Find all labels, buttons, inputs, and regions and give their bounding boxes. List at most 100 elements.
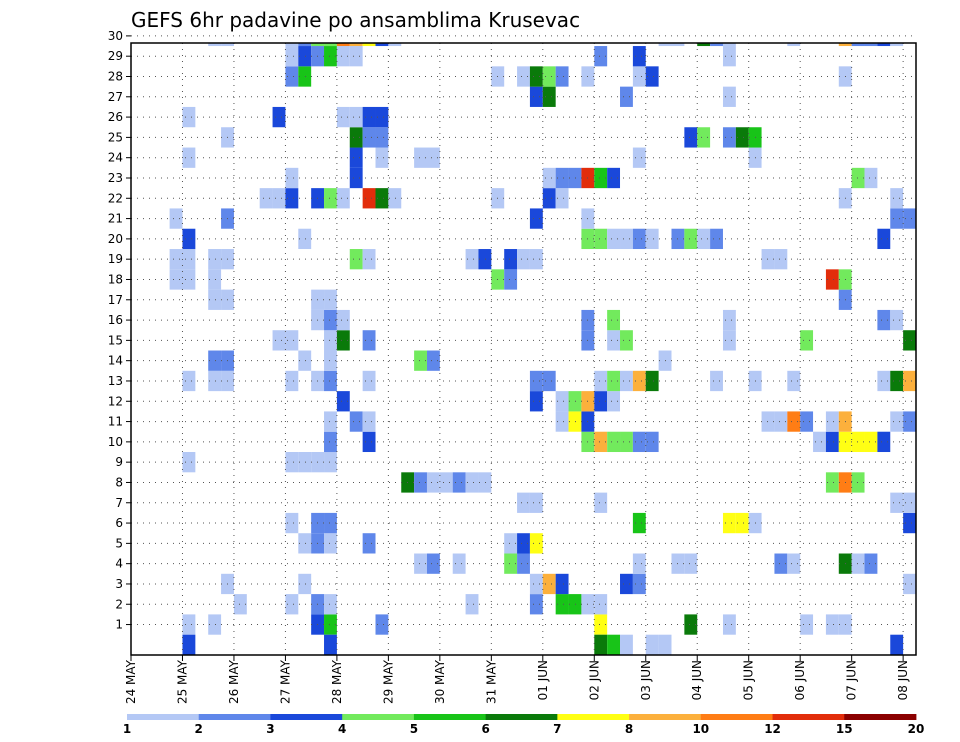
x-tick-label: 07 JUN bbox=[845, 660, 859, 700]
precip-cell bbox=[504, 553, 518, 574]
precip-cell bbox=[620, 431, 633, 453]
precip-cell bbox=[504, 269, 518, 290]
precip-cell bbox=[375, 188, 389, 209]
precip-cell bbox=[285, 188, 299, 209]
precip-cell bbox=[452, 553, 466, 574]
precip-cell bbox=[542, 188, 556, 209]
precip-cell bbox=[375, 614, 389, 635]
precip-cell bbox=[607, 391, 621, 412]
precip-cell bbox=[607, 309, 621, 331]
precip-cell bbox=[568, 391, 582, 412]
precip-cell bbox=[414, 350, 427, 371]
y-tick-label: 19 bbox=[108, 252, 123, 266]
precip-cell bbox=[787, 553, 801, 574]
precip-cell bbox=[722, 330, 736, 351]
precip-cell bbox=[594, 391, 608, 412]
precip-cell bbox=[324, 452, 337, 473]
y-tick-label: 12 bbox=[108, 394, 123, 408]
grid-lines bbox=[131, 35, 916, 655]
y-tick-label: 5 bbox=[115, 536, 123, 550]
precip-cell bbox=[336, 106, 350, 128]
legend-label: 20 bbox=[908, 722, 925, 736]
precip-cell bbox=[529, 370, 543, 392]
precip-cell bbox=[272, 106, 286, 128]
legend-label: 10 bbox=[692, 722, 709, 736]
precip-cell bbox=[632, 46, 646, 67]
x-tick-label: 04 JUN bbox=[690, 660, 704, 700]
precip-cell bbox=[890, 370, 904, 392]
y-tick-label: 20 bbox=[108, 232, 123, 246]
precip-cell bbox=[208, 269, 222, 290]
precip-cell bbox=[324, 43, 337, 47]
precip-cell bbox=[645, 66, 659, 87]
precip-cell bbox=[607, 431, 621, 453]
precip-cell bbox=[877, 228, 891, 250]
legend-swatch bbox=[198, 714, 271, 720]
precip-cell bbox=[877, 309, 891, 331]
y-tick-label: 6 bbox=[115, 516, 123, 530]
precip-cell bbox=[620, 228, 633, 250]
precip-cell bbox=[324, 634, 337, 655]
precip-cell bbox=[542, 66, 556, 87]
precip-cell bbox=[877, 43, 891, 47]
heatmap-cells bbox=[169, 43, 916, 655]
precip-cell bbox=[632, 370, 646, 392]
legend-swatch bbox=[342, 714, 415, 720]
precip-cell bbox=[478, 472, 492, 493]
precip-cell bbox=[658, 634, 672, 655]
legend-swatch bbox=[127, 714, 200, 720]
precip-cell bbox=[607, 228, 621, 250]
precip-cell bbox=[336, 46, 350, 67]
x-tick-label: 31 MAY bbox=[484, 659, 498, 704]
precip-cell bbox=[208, 350, 222, 371]
y-tick-label: 4 bbox=[115, 557, 123, 571]
precip-cell bbox=[800, 411, 814, 432]
precip-cell bbox=[517, 533, 530, 554]
precip-cell bbox=[349, 249, 363, 270]
precip-cell bbox=[285, 43, 299, 47]
precip-cell bbox=[517, 492, 530, 513]
precip-cell bbox=[813, 431, 826, 453]
precip-cell bbox=[710, 370, 723, 392]
precip-cell bbox=[787, 370, 801, 392]
legend-label: 2 bbox=[195, 722, 203, 736]
precip-cell bbox=[568, 594, 582, 615]
precip-cell bbox=[324, 350, 337, 371]
precip-cell bbox=[722, 43, 736, 47]
precip-cell bbox=[285, 594, 299, 615]
precip-cell bbox=[221, 43, 234, 47]
precip-cell bbox=[169, 208, 183, 229]
precip-cell bbox=[825, 614, 839, 635]
legend-label: 4 bbox=[338, 722, 346, 736]
precip-cell bbox=[903, 411, 916, 432]
precip-cell bbox=[362, 533, 376, 554]
precip-cell bbox=[632, 553, 646, 574]
y-tick-label: 25 bbox=[108, 130, 123, 144]
precip-cell bbox=[452, 472, 466, 493]
precip-cell bbox=[182, 452, 196, 473]
precip-cell bbox=[349, 411, 363, 432]
y-tick-label: 18 bbox=[108, 272, 123, 286]
precip-cell bbox=[697, 127, 711, 148]
precip-cell bbox=[517, 249, 530, 270]
precip-cell bbox=[697, 43, 711, 47]
precip-cell bbox=[169, 269, 183, 290]
precip-cell bbox=[722, 127, 736, 148]
precip-cell bbox=[735, 512, 749, 534]
legend-swatch bbox=[700, 714, 773, 720]
precip-cell bbox=[851, 43, 865, 47]
precip-cell bbox=[182, 370, 196, 392]
precip-cell bbox=[298, 43, 312, 47]
precip-cell bbox=[555, 411, 569, 432]
y-tick-label: 15 bbox=[108, 333, 123, 347]
y-tick-label: 13 bbox=[108, 374, 123, 388]
precip-cell bbox=[504, 533, 518, 554]
precip-cell bbox=[645, 228, 659, 250]
precip-cell bbox=[825, 269, 839, 290]
precip-cell bbox=[208, 249, 222, 270]
precip-cell bbox=[555, 167, 569, 189]
precip-cell bbox=[632, 512, 646, 534]
precip-cell bbox=[465, 249, 479, 270]
x-axis: 24 MAY 25 MAY 26 MAY 27 MAY 28 MAY 29 MAY 30 M… bbox=[124, 655, 910, 704]
